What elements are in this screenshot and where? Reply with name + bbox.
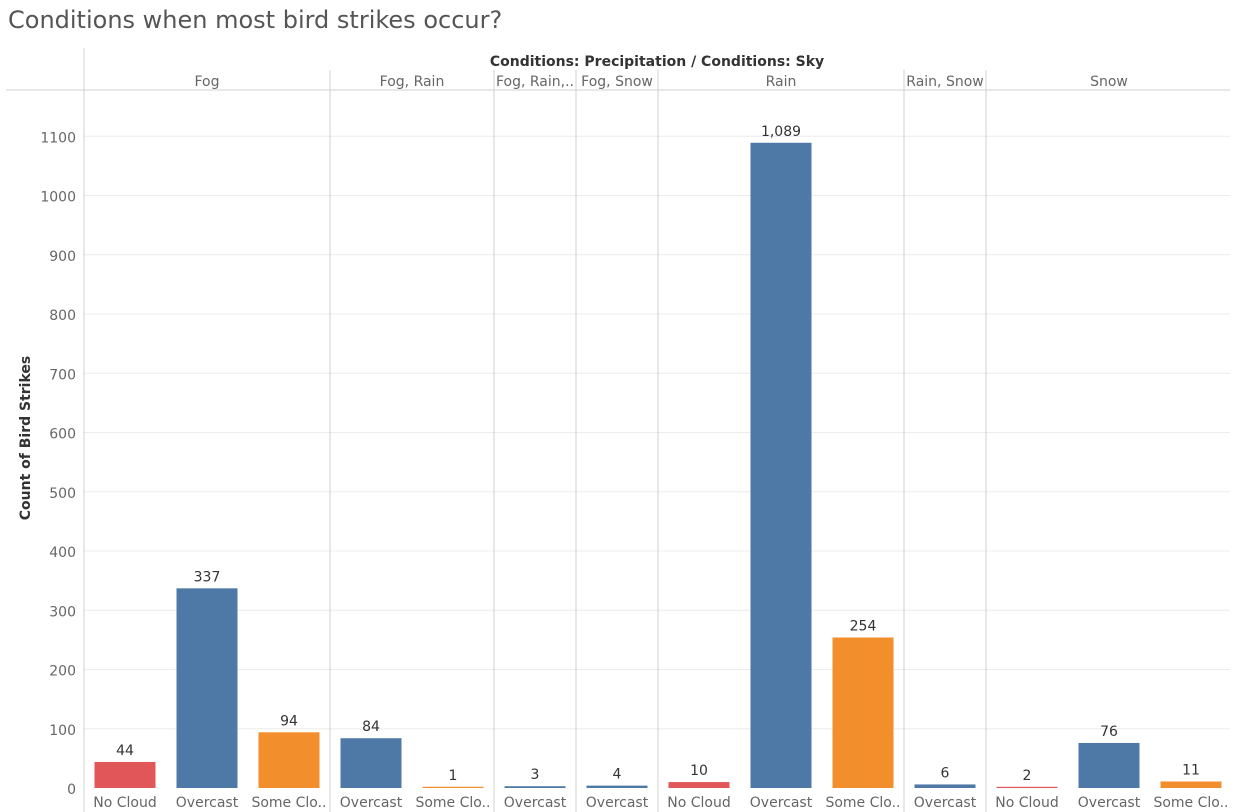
x-tick-label: Some Clo..: [251, 795, 326, 811]
bar: [258, 732, 320, 788]
x-tick-label: Overcast: [1078, 795, 1141, 811]
y-tick-label: 800: [49, 308, 76, 324]
data-label: 10: [690, 763, 708, 779]
group-label: Rain, Snow: [906, 74, 983, 90]
y-tick-label: 0: [67, 782, 76, 798]
data-label: 2: [1023, 768, 1032, 784]
column-header: Conditions: Precipitation / Conditions: …: [490, 54, 824, 70]
y-tick-label: 100: [49, 723, 76, 739]
bar: [668, 782, 730, 788]
x-tick-label: Overcast: [914, 795, 977, 811]
pane-dividers: [6, 48, 1230, 812]
bar: [750, 142, 812, 788]
group-label: Fog, Snow: [581, 74, 653, 90]
y-tick-label: 300: [49, 604, 76, 620]
data-label: 76: [1100, 724, 1118, 740]
labels: 0 100 200 300 400 500 600 700 800 900 1000 1100 Fog 4…: [40, 74, 1228, 811]
y-tick-label: 1000: [40, 190, 76, 206]
bar: [1160, 781, 1222, 788]
grid-lines: [84, 135, 1230, 730]
y-tick-label: 900: [49, 249, 76, 265]
x-tick-label: No Cloud: [93, 795, 156, 811]
y-axis-title: Count of Bird Strikes: [18, 356, 34, 521]
data-label: 1,089: [761, 124, 801, 140]
bar: [996, 786, 1058, 788]
x-tick-label: Overcast: [750, 795, 813, 811]
group-label: Rain: [766, 74, 797, 90]
x-tick-label: Some Clo..: [1153, 795, 1228, 811]
data-label: 6: [941, 765, 950, 781]
bar: [176, 588, 238, 788]
group-label: Fog, Rain: [380, 74, 445, 90]
x-tick-label: Overcast: [176, 795, 239, 811]
data-label: 337: [194, 569, 221, 585]
y-tick-label: 400: [49, 545, 76, 561]
group-label: Snow: [1090, 74, 1128, 90]
bar: [422, 786, 484, 788]
x-tick-label: Some Clo..: [825, 795, 900, 811]
y-tick-label: 700: [49, 367, 76, 383]
bar: [94, 761, 156, 788]
x-tick-label: Overcast: [586, 795, 649, 811]
bar: [832, 637, 894, 788]
data-label: 11: [1182, 762, 1200, 778]
group-label: Fog: [194, 74, 219, 90]
x-tick-label: Overcast: [340, 795, 403, 811]
x-tick-label: No Cloud: [995, 795, 1058, 811]
bar: [504, 786, 566, 788]
data-label: 94: [280, 713, 298, 729]
chart-title: Conditions when most bird strikes occur?: [8, 6, 503, 34]
bar: [914, 784, 976, 788]
y-tick-label: 200: [49, 664, 76, 680]
group-label: Fog, Rain,..: [496, 74, 574, 90]
y-tick-label: 600: [49, 427, 76, 443]
x-tick-label: No Cloud: [667, 795, 730, 811]
bar: [340, 738, 402, 788]
data-label: 3: [531, 767, 540, 783]
data-label: 1: [449, 768, 458, 784]
y-tick-label: 500: [49, 486, 76, 502]
bar: [1078, 742, 1140, 788]
data-label: 84: [362, 719, 380, 735]
data-label: 254: [850, 619, 877, 635]
data-label: 4: [613, 767, 622, 783]
data-label: 44: [116, 743, 134, 759]
x-tick-label: Overcast: [504, 795, 567, 811]
y-tick-label: 1100: [40, 130, 76, 146]
x-tick-label: Some Clo..: [415, 795, 490, 811]
bars: [94, 142, 1222, 788]
bar: [586, 785, 648, 788]
